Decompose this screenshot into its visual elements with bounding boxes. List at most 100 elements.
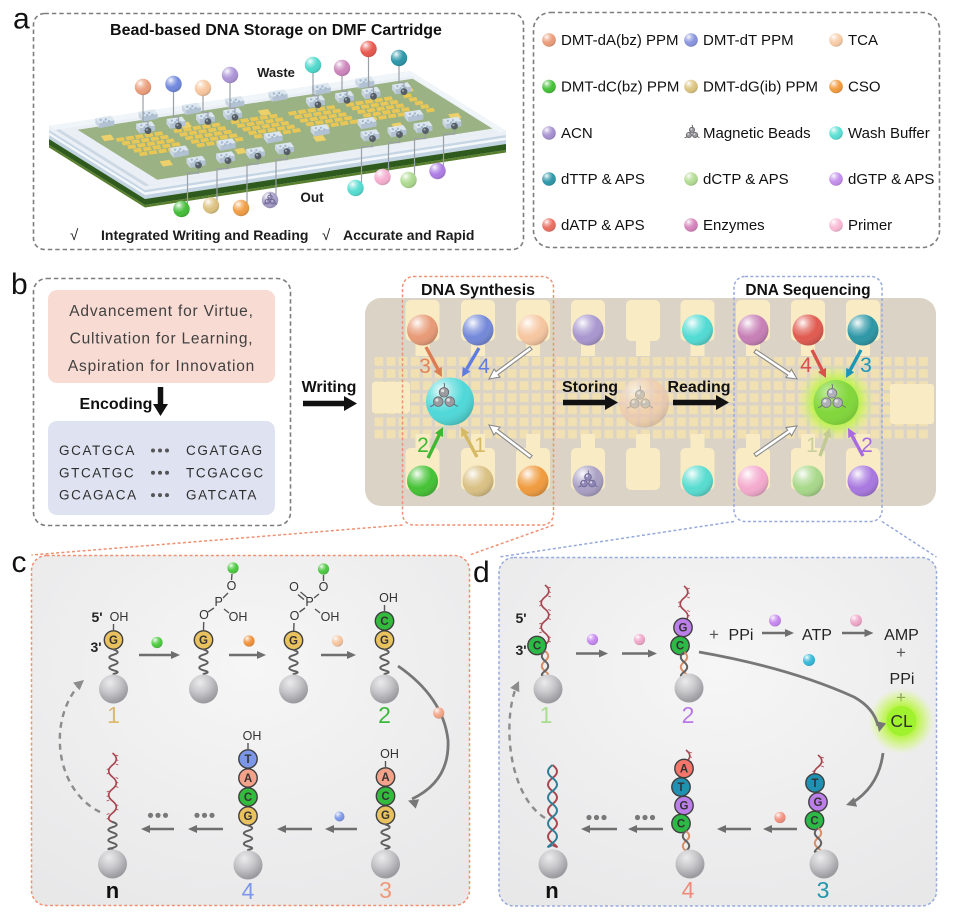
svg-text:DMT-dG(ib) PPM: DMT-dG(ib) PPM xyxy=(703,79,818,96)
svg-text:dGTP & APS: dGTP & APS xyxy=(848,171,934,188)
svg-text:C: C xyxy=(244,792,252,804)
svg-text:4: 4 xyxy=(682,877,695,903)
svg-text:Primer: Primer xyxy=(848,217,892,234)
svg-text:√: √ xyxy=(322,227,331,244)
svg-text:G: G xyxy=(380,635,389,647)
svg-text:3: 3 xyxy=(419,355,431,378)
svg-text:DNA Sequencing: DNA Sequencing xyxy=(745,282,870,299)
svg-text:Advancement for Virtue,: Advancement for Virtue, xyxy=(69,303,253,320)
svg-text:TCA: TCA xyxy=(848,32,878,49)
svg-text:GCATGCA: GCATGCA xyxy=(59,443,136,458)
svg-text:Wash Buffer: Wash Buffer xyxy=(848,125,930,142)
svg-text:OH: OH xyxy=(243,729,262,743)
svg-text:C: C xyxy=(810,816,818,828)
svg-text:OH: OH xyxy=(110,610,129,624)
svg-text:PPi: PPi xyxy=(729,627,754,644)
svg-text:DMT-dC(bz) PPM: DMT-dC(bz) PPM xyxy=(561,79,679,96)
svg-text:A: A xyxy=(381,772,389,784)
svg-text:TCGACGC: TCGACGC xyxy=(186,465,265,480)
svg-text:GTCATGC: GTCATGC xyxy=(59,465,135,480)
svg-text:T: T xyxy=(677,782,684,794)
svg-text:G: G xyxy=(289,636,298,648)
svg-text:CSO: CSO xyxy=(848,79,881,96)
svg-text:DMT-dA(bz) PPM: DMT-dA(bz) PPM xyxy=(561,32,679,49)
svg-text:C: C xyxy=(676,641,684,653)
svg-text:Encoding: Encoding xyxy=(80,396,153,413)
svg-text:OH: OH xyxy=(321,610,340,624)
svg-text:C: C xyxy=(533,641,541,653)
svg-text:Aspiration for Innovation: Aspiration for Innovation xyxy=(68,358,255,375)
svg-text:ATP: ATP xyxy=(802,627,832,644)
svg-text:G: G xyxy=(109,635,118,647)
svg-text:G: G xyxy=(679,623,688,635)
svg-text:GATCATA: GATCATA xyxy=(186,488,258,503)
svg-text:dATP & APS: dATP & APS xyxy=(561,217,645,234)
svg-text:Reading: Reading xyxy=(667,379,730,396)
svg-text:G: G xyxy=(680,801,689,813)
svg-text:Waste: Waste xyxy=(257,65,295,80)
svg-text:T: T xyxy=(811,778,818,790)
svg-text:c: c xyxy=(12,546,27,579)
svg-text:3': 3' xyxy=(90,639,101,655)
svg-text:A: A xyxy=(680,764,688,776)
svg-text:OH: OH xyxy=(229,610,248,624)
svg-text:Integrated Writing and Reading: Integrated Writing and Reading xyxy=(101,227,308,243)
svg-text:DNA Synthesis: DNA Synthesis xyxy=(421,282,535,299)
svg-text:G: G xyxy=(814,797,823,809)
svg-text:3': 3' xyxy=(515,642,526,658)
svg-text:O: O xyxy=(289,580,299,594)
svg-text:3: 3 xyxy=(379,877,392,903)
svg-text:2: 2 xyxy=(861,434,873,457)
svg-text:Enzymes: Enzymes xyxy=(703,217,765,234)
svg-text:√: √ xyxy=(70,227,79,244)
svg-text:2: 2 xyxy=(417,434,429,457)
svg-text:CGATGAG: CGATGAG xyxy=(186,443,264,458)
svg-text:C: C xyxy=(381,791,389,803)
svg-text:4: 4 xyxy=(478,355,490,378)
svg-text:n: n xyxy=(545,878,558,903)
svg-text:G: G xyxy=(244,811,253,823)
svg-text:O: O xyxy=(227,579,237,593)
svg-text:Storing: Storing xyxy=(562,379,618,396)
svg-text:O: O xyxy=(319,580,329,594)
svg-text:DMT-dT PPM: DMT-dT PPM xyxy=(703,32,794,49)
svg-text:1: 1 xyxy=(540,702,553,728)
svg-text:5': 5' xyxy=(515,610,526,626)
svg-text:1: 1 xyxy=(806,434,818,457)
svg-text:Accurate and Rapid: Accurate and Rapid xyxy=(343,227,474,243)
svg-text:1: 1 xyxy=(474,434,486,457)
svg-text:+: + xyxy=(709,625,719,644)
svg-text:G: G xyxy=(381,810,390,822)
svg-text:P: P xyxy=(305,595,313,609)
svg-text:O: O xyxy=(290,609,300,623)
svg-text:A: A xyxy=(244,773,252,785)
svg-text:OH: OH xyxy=(379,591,398,605)
svg-text:OH: OH xyxy=(380,747,399,761)
svg-text:2: 2 xyxy=(378,702,391,728)
svg-text:Writing: Writing xyxy=(302,379,357,396)
svg-text:dTTP & APS: dTTP & APS xyxy=(561,171,645,188)
svg-text:Cultivation for Learning,: Cultivation for Learning, xyxy=(70,331,254,348)
svg-text:d: d xyxy=(473,556,490,589)
svg-text:AMP: AMP xyxy=(884,627,919,644)
svg-text:GCAGACA: GCAGACA xyxy=(59,488,138,503)
svg-text:P: P xyxy=(215,595,223,609)
svg-text:C: C xyxy=(677,819,685,831)
svg-text:1: 1 xyxy=(107,702,120,728)
svg-text:b: b xyxy=(11,268,28,301)
svg-text:a: a xyxy=(13,3,30,36)
svg-text:Bead-based DNA Storage on DMF: Bead-based DNA Storage on DMF Cartridge xyxy=(110,22,442,39)
svg-text:CL: CL xyxy=(890,711,913,731)
svg-text:ACN: ACN xyxy=(561,125,593,142)
svg-text:PPi: PPi xyxy=(890,671,915,688)
svg-text:5': 5' xyxy=(91,609,102,625)
svg-text:3: 3 xyxy=(860,354,872,377)
svg-text:Magnetic Beads: Magnetic Beads xyxy=(703,125,811,142)
svg-text:dCTP & APS: dCTP & APS xyxy=(703,171,789,188)
svg-text:T: T xyxy=(244,754,251,766)
svg-text:4: 4 xyxy=(242,878,255,904)
svg-text:2: 2 xyxy=(682,702,695,728)
svg-text:G: G xyxy=(199,635,208,647)
svg-text:4: 4 xyxy=(800,354,812,377)
svg-text:n: n xyxy=(106,878,119,903)
